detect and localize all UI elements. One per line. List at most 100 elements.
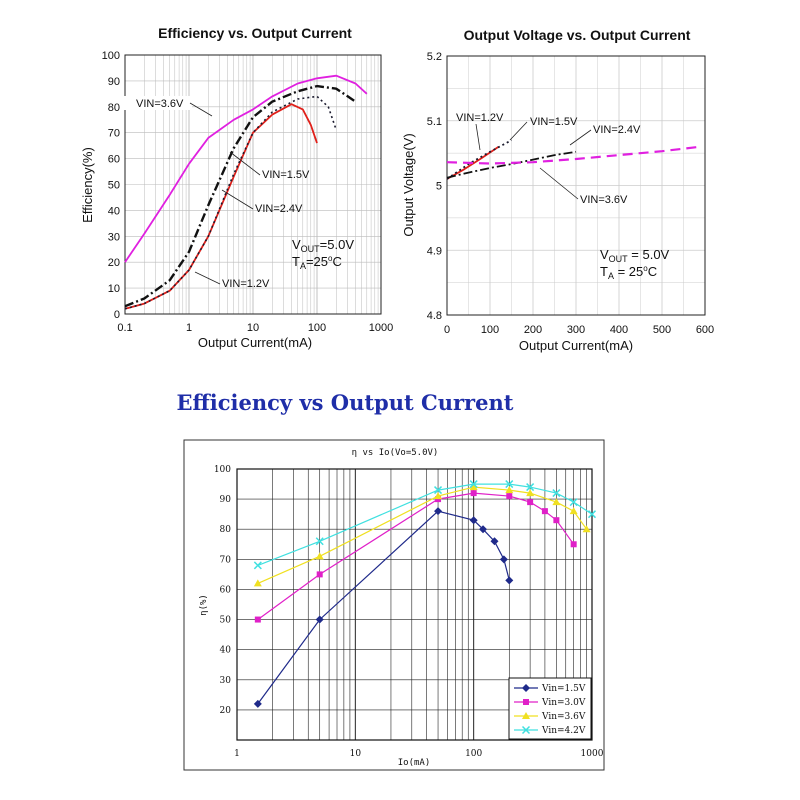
chart2-annotations: VIN=1.2V VIN=1.5V VIN=2.4V VIN=3.6V (456, 112, 641, 206)
chart3-point-vin-3-6v (526, 489, 535, 497)
chart2-x-tick: 600 (696, 324, 714, 336)
chart3-point-vin-3-0v (553, 517, 560, 524)
chart1-x-tick: 1000 (369, 322, 393, 334)
chart3-point-vin-3-0v (541, 508, 548, 515)
chart3-y-tick: 90 (220, 495, 232, 505)
chart2-x-tick: 200 (524, 324, 542, 336)
chart3-plot-frame (236, 468, 593, 741)
chart1-annotations: VIN=3.6V VIN=1.5V VIN=2.4V VIN=1.2V (120, 96, 310, 290)
chart3-point-vin-1-5v (499, 555, 508, 564)
chart3-legend-marker (523, 699, 529, 705)
chart3-legend-label: Vin=3.0V (541, 698, 586, 708)
chart3-ylabel: η(%) (199, 594, 209, 616)
chart3-legend-marker (522, 712, 530, 719)
chart2-plot-frame (446, 55, 706, 316)
chart1-y-tick: 50 (108, 180, 120, 192)
chart2-annotation-vin24: VIN=2.4V (593, 124, 641, 136)
chart2-y-tick: 4.9 (427, 245, 442, 257)
chart3-point-vin-4-2v (434, 486, 443, 495)
chart3-point-vin-3-0v (254, 616, 261, 623)
chart2-title: Output Voltage vs. Output Current (464, 27, 691, 43)
chart3-point-vin-4-2v (569, 498, 578, 507)
chart2-series-vin-2-4v (446, 150, 577, 179)
chart3-legend-marker (521, 725, 531, 735)
chart1-title: Efficiency vs. Output Current (158, 25, 352, 41)
chart1-y-tick: 20 (108, 257, 120, 269)
chart3-point-vin-1-5v (490, 537, 499, 546)
chart2-x-tick: 0 (444, 324, 450, 336)
chart2-annotation-vin36: VIN=3.6V (580, 194, 628, 206)
chart1-y-tick: 60 (108, 154, 120, 166)
chart1-series-vin-1-2v (124, 103, 318, 310)
chart3-point-vin-3-0v (527, 499, 534, 506)
chart3-x-tick: 10 (350, 749, 362, 759)
chart1-annotation-vin15: VIN=1.5V (262, 169, 310, 181)
chart1-annotation-vin12: VIN=1.2V (222, 278, 270, 290)
chart3-legend: Vin=1.5V Vin=3.0V Vin=3.6V Vin=4.2V (508, 677, 592, 740)
chart1-x-tick: 10 (247, 322, 259, 334)
chart3-ticks: 1 10 100 1000 20 30 40 50 60 70 80 90 100 (214, 465, 604, 759)
chart3-point-vin-4-2v (315, 537, 324, 546)
chart2-annotation-vin12: VIN=1.2V (456, 112, 504, 124)
chart3-point-vin-3-0v (506, 493, 513, 500)
chart3-point-vin-3-6v (315, 552, 324, 560)
chart2-xlabel: Output Current(mA) (519, 338, 633, 353)
chart1-annotation-vin36: VIN=3.6V (136, 98, 184, 110)
svg-text:TA = 25oC: TA = 25oC (600, 264, 657, 281)
chart3-y-tick: 60 (220, 585, 232, 595)
chart3-point-vin-1-5v (315, 615, 324, 624)
efficiency-chart-2: η vs Io(Vo=5.0V) 1 10 100 1000 20 30 40 50 60 70 8… (183, 439, 605, 771)
chart1-y-tick: 70 (108, 128, 120, 140)
chart3-y-tick: 80 (220, 525, 232, 535)
chart2-x-tick: 500 (653, 324, 671, 336)
chart3-x-tick: 100 (465, 749, 482, 759)
chart3-y-tick: 50 (220, 616, 232, 626)
chart3-y-tick: 100 (214, 465, 231, 475)
chart3-xlabel: Io(mA) (398, 758, 431, 768)
chart3-y-tick: 20 (220, 706, 232, 716)
chart3-point-vin-1-5v (253, 699, 262, 708)
chart3-point-vin-3-0v (570, 541, 577, 548)
chart3-point-vin-3-0v (316, 571, 323, 578)
chart3-series (253, 480, 597, 708)
output-voltage-chart: Output Voltage vs. Output Current 0 100 20… (401, 27, 714, 353)
chart1-series (124, 74, 368, 310)
svg-text:VOUT = 5.0V: VOUT = 5.0V (600, 247, 670, 264)
efficiency-chart-1: Efficiency vs. Output Current 0.1 1 10 100 1… (80, 25, 393, 350)
chart1-y-tick: 0 (114, 309, 120, 321)
chart3-x-tick: 1 (234, 749, 240, 759)
chart3-point-vin-1-5v (434, 507, 443, 516)
chart1-x-tick: 0.1 (117, 322, 132, 334)
chart2-annotation-vin15: VIN=1.5V (530, 116, 578, 128)
chart1-y-tick: 80 (108, 102, 120, 114)
chart1-y-tick: 40 (108, 205, 120, 217)
chart2-x-tick: 300 (567, 324, 585, 336)
chart3-title: η vs Io(Vo=5.0V) (352, 448, 439, 458)
chart3-point-vin-1-5v (479, 525, 488, 534)
chart3-line-vin-1-5v (257, 510, 510, 705)
chart2-x-tick: 400 (610, 324, 628, 336)
chart1-ylabel: Efficiency(%) (80, 147, 95, 223)
chart1-conditions: VOUT=5.0V TA=25oC (292, 237, 354, 271)
chart2-series-vin-3-6v (446, 145, 701, 165)
chart3-point-vin-3-6v (569, 507, 578, 515)
chart2-y-tick: 4.8 (427, 310, 442, 322)
chart2-ticks: 0 100 200 300 400 500 600 4.8 4.9 5 5.1 5.2 (427, 51, 714, 336)
chart2-conditions: VOUT = 5.0V TA = 25oC (600, 247, 670, 281)
chart3-x-tick: 1000 (581, 749, 604, 759)
chart1-y-tick: 90 (108, 76, 120, 88)
chart3-point-vin-4-2v (526, 483, 535, 492)
chart3-point-vin-4-2v (552, 489, 561, 498)
chart3-point-vin-3-6v (469, 483, 478, 491)
chart1-annotation-vin24: VIN=2.4V (255, 203, 303, 215)
chart3-legend-label: Vin=3.6V (541, 712, 586, 722)
chart1-y-tick: 10 (108, 283, 120, 295)
chart3-point-vin-3-6v (552, 498, 561, 506)
chart3-point-vin-3-0v (435, 496, 442, 503)
chart1-ticks: 0.1 1 10 100 1000 0 10 20 30 40 50 60 70 80 90 100 (102, 50, 394, 334)
chart3-y-tick: 40 (220, 646, 232, 656)
section-title: Efficiency vs Output Current (177, 390, 514, 415)
chart3-point-vin-3-0v (470, 490, 477, 497)
chart1-xlabel: Output Current(mA) (198, 335, 312, 350)
chart3-y-tick: 70 (220, 555, 232, 565)
